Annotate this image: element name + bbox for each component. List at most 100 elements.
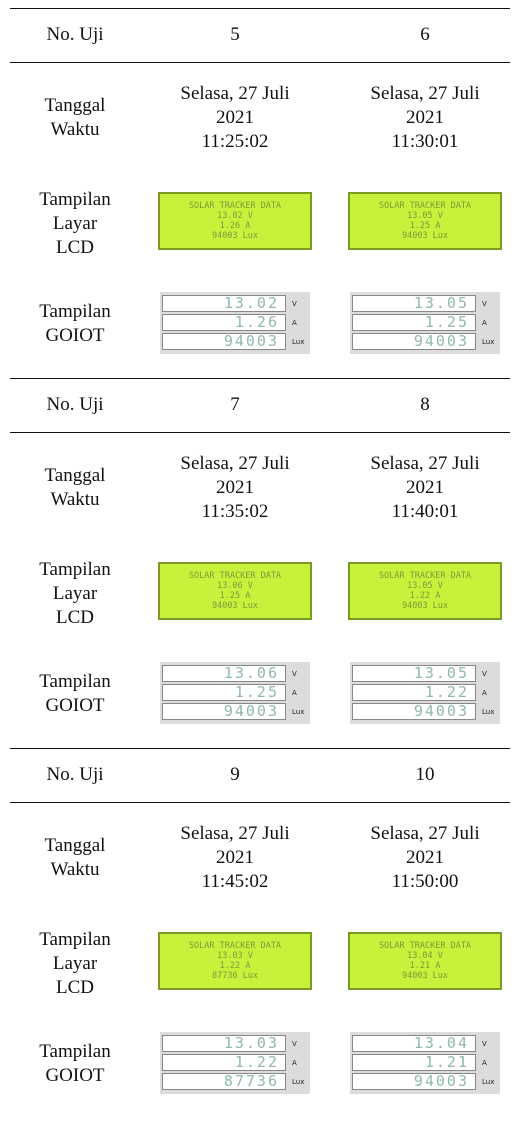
date-cell: Selasa, 27 Juli 2021 11:35:02 — [145, 432, 325, 544]
label-text: Tanggal — [44, 835, 106, 856]
date-text: 11:30:01 — [391, 131, 459, 152]
goiot-unit: V — [482, 669, 487, 678]
lcd-text: 13.05 V — [407, 581, 443, 591]
lcd-display: SOLAR TRACKER DATA 13.04 V 1.21 A 94003 Lux — [348, 932, 502, 990]
row-label: Tampilan Layar LCD — [10, 544, 140, 644]
date-cell: Selasa, 27 Juli 2021 11:25:02 — [145, 62, 325, 174]
goiot-row: 94003 Lux — [352, 1072, 498, 1091]
date-text: 2021 — [406, 477, 444, 498]
goiot-field: 94003 — [352, 333, 476, 350]
lcd-text: 1.25 A — [409, 221, 441, 231]
rule — [10, 378, 510, 379]
row-label: Tampilan GOIOT — [10, 644, 140, 744]
label-text: LCD — [56, 607, 94, 628]
label-text: Tampilan — [39, 929, 111, 950]
test-number: 9 — [230, 764, 240, 785]
goiot-field: 13.06 — [162, 665, 286, 682]
goiot-field: 13.05 — [352, 295, 476, 312]
goiot-row: 1.22 A — [352, 683, 498, 702]
date-text: Selasa, 27 Juli — [180, 823, 290, 844]
lcd-text: 1.22 A — [409, 591, 441, 601]
rule — [10, 8, 510, 9]
date-text: 2021 — [406, 107, 444, 128]
label-text: No. Uji — [46, 24, 104, 45]
goiot-row: 1.25 A — [352, 313, 498, 332]
goiot-row: 13.02 V — [162, 294, 308, 313]
goiot-field: 13.03 — [162, 1035, 286, 1052]
goiot-row: 13.06 V — [162, 664, 308, 683]
lcd-text: SOLAR TRACKER DATA — [378, 571, 472, 581]
lcd-text: 94003 Lux — [401, 601, 449, 611]
goiot-unit: V — [292, 669, 297, 678]
test-number: 5 — [230, 24, 240, 45]
lcd-text: 13.06 V — [217, 581, 253, 591]
goiot-row: 94003 Lux — [352, 332, 498, 351]
label-text: Tampilan — [39, 671, 111, 692]
rule — [10, 432, 510, 433]
lcd-text: SOLAR TRACKER DATA — [378, 201, 472, 211]
goiot-field: 13.05 — [352, 665, 476, 682]
goiot-unit: V — [482, 1039, 487, 1048]
date-text: Selasa, 27 Juli — [370, 823, 480, 844]
lcd-text: 13.03 V — [217, 951, 253, 961]
goiot-field: 1.26 — [162, 314, 286, 331]
goiot-row: 1.22 A — [162, 1053, 308, 1072]
goiot-display: 13.04 V 1.21 A 94003 Lux — [350, 1032, 500, 1094]
test-number: 8 — [420, 394, 430, 415]
lcd-text: 94003 Lux — [401, 231, 449, 241]
label-text: Layar — [52, 953, 98, 974]
test-no: 7 — [145, 378, 325, 432]
lcd-display: SOLAR TRACKER DATA 13.03 V 1.22 A 87736 Lux — [158, 932, 312, 990]
lcd-text: 1.26 A — [219, 221, 251, 231]
test-no: 9 — [145, 748, 325, 802]
goiot-unit: A — [292, 688, 297, 697]
test-number: 7 — [230, 394, 240, 415]
goiot-field: 1.25 — [162, 684, 286, 701]
date-cell: Selasa, 27 Juli 2021 11:50:00 — [335, 802, 515, 914]
test-no: 10 — [335, 748, 515, 802]
goiot-field: 1.22 — [352, 684, 476, 701]
goiot-unit: V — [292, 299, 297, 308]
goiot-unit: Lux — [482, 1077, 495, 1086]
goiot-unit: V — [482, 299, 487, 308]
goiot-unit: Lux — [292, 337, 305, 346]
goiot-unit: A — [482, 318, 487, 327]
date-text: 11:25:02 — [201, 131, 269, 152]
date-text: 2021 — [216, 107, 254, 128]
goiot-field: 1.25 — [352, 314, 476, 331]
label-text: No. Uji — [46, 764, 104, 785]
row-label: Tampilan GOIOT — [10, 274, 140, 374]
goiot-field: 13.04 — [352, 1035, 476, 1052]
lcd-text: 13.02 V — [217, 211, 253, 221]
goiot-row: 87736 Lux — [162, 1072, 308, 1091]
goiot-display: 13.05 V 1.22 A 94003 Lux — [350, 662, 500, 724]
goiot-row: 13.03 V — [162, 1034, 308, 1053]
test-no: 6 — [335, 8, 515, 62]
goiot-display: 13.05 V 1.25 A 94003 Lux — [350, 292, 500, 354]
row-label: Tampilan GOIOT — [10, 1014, 140, 1114]
date-text: 2021 — [216, 847, 254, 868]
goiot-field: 87736 — [162, 1073, 286, 1090]
lcd-text: 1.22 A — [219, 961, 251, 971]
lcd-display: SOLAR TRACKER DATA 13.06 V 1.25 A 94003 Lux — [158, 562, 312, 620]
row-label: Tampilan Layar LCD — [10, 914, 140, 1014]
lcd-text: SOLAR TRACKER DATA — [188, 571, 282, 581]
goiot-row: 13.05 V — [352, 664, 498, 683]
goiot-field: 1.22 — [162, 1054, 286, 1071]
date-text: 11:50:00 — [391, 871, 459, 892]
test-no: 5 — [145, 8, 325, 62]
date-text: Selasa, 27 Juli — [370, 83, 480, 104]
date-text: 2021 — [216, 477, 254, 498]
date-text: Selasa, 27 Juli — [180, 453, 290, 474]
goiot-unit: Lux — [482, 337, 495, 346]
date-text: Selasa, 27 Juli — [180, 83, 290, 104]
rule — [10, 62, 510, 63]
goiot-unit: A — [482, 688, 487, 697]
lcd-display: SOLAR TRACKER DATA 13.05 V 1.25 A 94003 Lux — [348, 192, 502, 250]
goiot-display: 13.03 V 1.22 A 87736 Lux — [160, 1032, 310, 1094]
label-text: Tampilan — [39, 1041, 111, 1062]
lcd-text: 94003 Lux — [211, 231, 259, 241]
goiot-field: 94003 — [352, 703, 476, 720]
lcd-text: SOLAR TRACKER DATA — [188, 201, 282, 211]
date-text: 2021 — [406, 847, 444, 868]
